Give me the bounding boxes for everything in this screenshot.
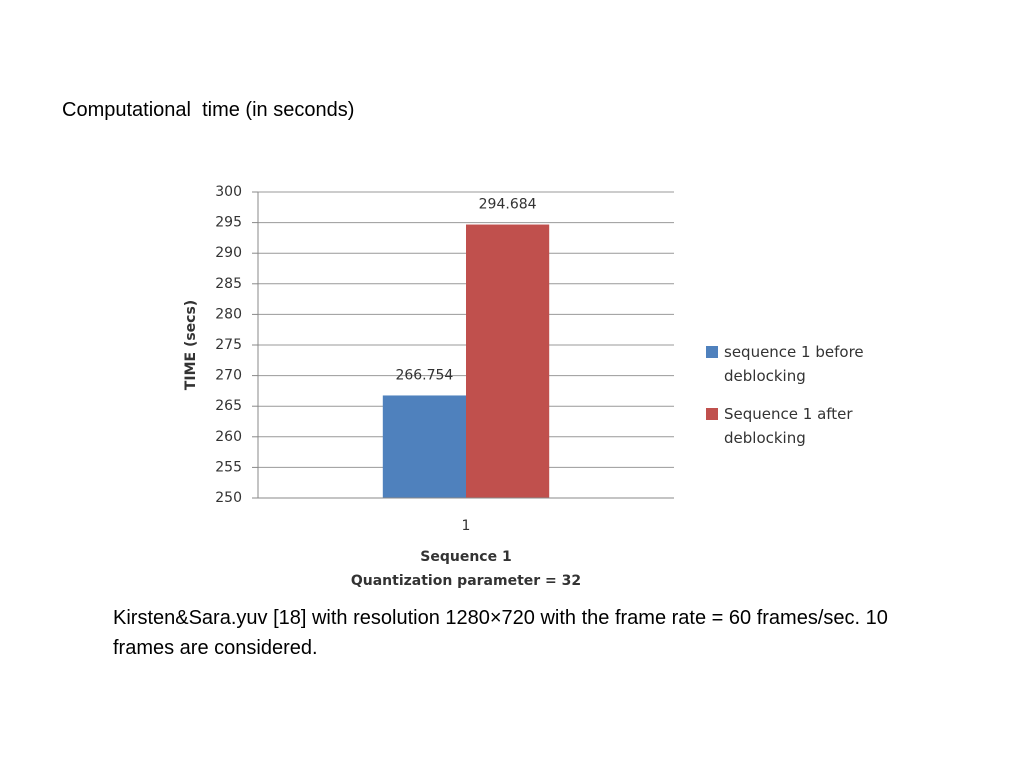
y-tick-label: 270	[215, 368, 242, 384]
x-axis-label: Quantization parameter = 32	[351, 573, 581, 589]
value-label: 294.684	[479, 197, 537, 213]
legend: sequence 1 before deblocking Sequence 1 a…	[706, 340, 886, 464]
y-tick-label: 260	[215, 429, 242, 445]
legend-entry: Sequence 1 after deblocking	[706, 402, 886, 450]
y-tick-label: 265	[215, 398, 242, 414]
legend-label: sequence 1 before deblocking	[724, 343, 864, 385]
x-axis-label: Sequence 1	[420, 549, 511, 565]
y-tick-label: 285	[215, 276, 242, 292]
legend-entry: sequence 1 before deblocking	[706, 340, 886, 388]
y-tick-label: 255	[215, 459, 242, 475]
bar	[466, 224, 550, 498]
legend-swatch	[706, 408, 718, 420]
y-tick-label: 280	[215, 306, 242, 322]
y-tick-label: 275	[215, 337, 242, 353]
value-label: 266.754	[395, 367, 453, 383]
legend-label: Sequence 1 after deblocking	[724, 405, 853, 447]
x-tick-label: 1	[462, 518, 471, 534]
y-tick-label: 250	[215, 490, 242, 506]
y-tick-label: 290	[215, 245, 242, 261]
caption: Kirsten&Sara.yuv [18] with resolution 12…	[113, 607, 888, 659]
legend-swatch	[706, 346, 718, 358]
heading: Computational time (in seconds)	[62, 99, 355, 121]
bar	[382, 395, 466, 498]
y-axis-label: TIME (secs)	[183, 300, 199, 390]
y-tick-label: 300	[215, 184, 242, 200]
y-tick-label: 295	[215, 215, 242, 231]
